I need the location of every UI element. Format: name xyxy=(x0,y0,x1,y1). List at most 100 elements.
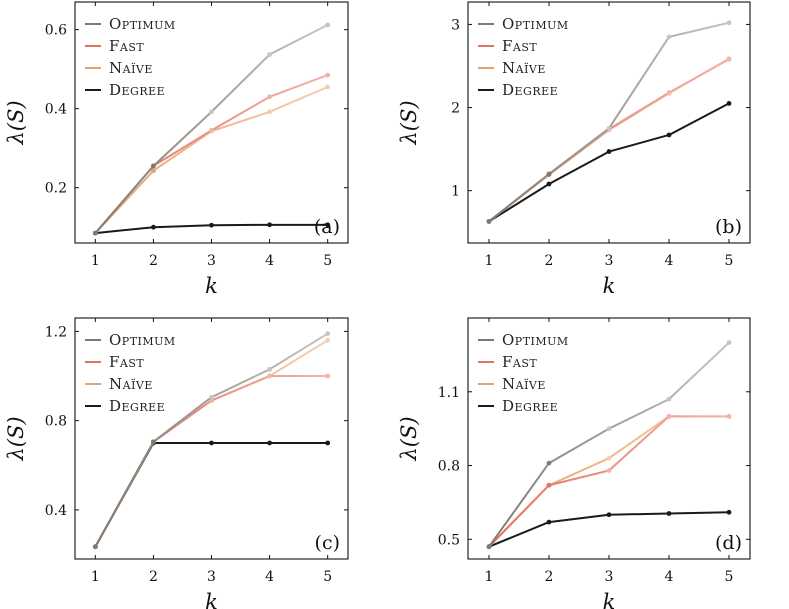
data-point-optimum-1 xyxy=(486,544,492,550)
data-point-fast-5 xyxy=(726,413,732,419)
data-point-nave-4 xyxy=(267,109,272,115)
data-point-fast-3 xyxy=(209,128,214,133)
data-point-degree-2 xyxy=(546,181,552,187)
series-line-nave xyxy=(94,86,329,234)
data-point-optimum-3 xyxy=(606,125,612,131)
series-line-fast xyxy=(488,415,729,548)
y-tick-label: 0.4 xyxy=(45,503,67,519)
data-point-optimum-5 xyxy=(325,331,331,337)
data-point-nave-5 xyxy=(325,337,331,343)
panel-label: (a) xyxy=(314,216,340,238)
data-point-optimum-5 xyxy=(325,22,331,28)
legend-label-fast: Fast xyxy=(502,353,537,371)
data-point-optimum-4 xyxy=(666,34,672,40)
x-tick-label: 4 xyxy=(665,569,674,585)
data-point-degree-5 xyxy=(726,100,732,106)
data-point-degree-5 xyxy=(325,440,331,446)
x-axis-label: k xyxy=(603,590,616,609)
data-point-optimum-2 xyxy=(546,171,552,177)
data-point-degree-2 xyxy=(151,224,156,230)
legend-label-optimum: Optimum xyxy=(502,331,569,349)
series-line-nave xyxy=(488,415,729,548)
legend-label-degree: Degree xyxy=(502,397,558,415)
chart-panel-2: 1 2 3 4 5 1 2 3 k λ(S) Optimum Fast Naïve Degree (b) xyxy=(397,1,751,298)
data-point-optimum-3 xyxy=(209,109,214,115)
data-point-degree-3 xyxy=(209,222,214,228)
data-point-nave-2 xyxy=(151,168,156,174)
data-point-optimum-1 xyxy=(92,544,98,550)
legend-label-fast: Fast xyxy=(502,37,537,55)
y-tick-label: 1.1 xyxy=(438,385,460,401)
x-tick-label: 1 xyxy=(485,569,494,585)
legend-label-fast: Fast xyxy=(109,353,144,371)
data-point-fast-5 xyxy=(726,56,732,62)
data-point-degree-5 xyxy=(325,222,331,228)
data-point-optimum-1 xyxy=(486,218,492,224)
data-point-fast-4 xyxy=(666,90,672,95)
data-point-optimum-4 xyxy=(666,396,672,402)
x-tick-label: 1 xyxy=(485,253,494,269)
legend-label-degree: Degree xyxy=(502,81,558,99)
panel-label: (c) xyxy=(315,532,340,554)
y-tick-label: 3 xyxy=(451,17,460,33)
x-axis-label: k xyxy=(205,590,218,609)
data-point-degree-4 xyxy=(666,132,672,138)
data-point-nave-5 xyxy=(325,84,331,90)
data-point-fast-3 xyxy=(606,468,612,473)
y-tick-label: 0.4 xyxy=(45,102,67,118)
y-tick-label: 0.5 xyxy=(438,532,460,548)
data-point-optimum-4 xyxy=(267,52,272,57)
chart-panel-4: 1 2 3 4 5 0.5 0.8 1.1 k λ(S) Optimum Fast Naïve Degre… xyxy=(397,317,751,609)
x-tick-label: 4 xyxy=(265,253,274,269)
data-point-degree-4 xyxy=(666,511,672,516)
data-point-optimum-4 xyxy=(267,366,272,372)
data-point-degree-2 xyxy=(546,519,552,525)
x-tick-label: 3 xyxy=(207,253,216,269)
y-tick-label: 2 xyxy=(451,101,460,117)
data-point-degree-4 xyxy=(267,440,272,446)
y-tick-label: 0.8 xyxy=(45,414,67,430)
x-tick-label: 1 xyxy=(91,253,100,269)
data-point-optimum-2 xyxy=(151,163,156,169)
series-line-degree xyxy=(488,511,730,548)
x-tick-label: 3 xyxy=(605,253,614,269)
data-point-optimum-2 xyxy=(151,439,156,445)
y-axis-label: λ(S) xyxy=(397,100,421,145)
x-axis-label: k xyxy=(205,274,218,298)
chart-panel-1: 1 2 3 4 5 0.2 0.4 0.6 k λ(S) Optimum Fast Naïve Degre… xyxy=(4,1,349,298)
y-tick-label: 1.2 xyxy=(45,324,67,340)
legend-label-degree: Degree xyxy=(109,397,165,415)
legend-label-nave: Naïve xyxy=(502,59,546,77)
y-tick-label: 1 xyxy=(451,184,460,200)
data-point-degree-5 xyxy=(726,509,732,515)
chart-panel-3: 1 2 3 4 5 0.4 0.8 1.2 k λ(S) Optimum Fast Naïve Degre… xyxy=(4,317,349,609)
x-tick-label: 1 xyxy=(91,569,100,585)
legend-label-optimum: Optimum xyxy=(109,331,176,349)
legend-label-nave: Naïve xyxy=(502,375,546,393)
data-point-degree-4 xyxy=(267,222,272,228)
legend-label-optimum: Optimum xyxy=(502,15,569,33)
legend-label-nave: Naïve xyxy=(109,59,153,77)
x-tick-label: 2 xyxy=(545,253,554,269)
data-point-optimum-5 xyxy=(726,20,732,26)
legend-label-fast: Fast xyxy=(109,37,144,55)
data-point-fast-4 xyxy=(267,373,272,379)
data-point-optimum-1 xyxy=(92,230,98,236)
x-tick-label: 2 xyxy=(545,569,554,585)
y-axis-label: λ(S) xyxy=(397,416,421,461)
data-point-optimum-2 xyxy=(546,460,552,466)
y-tick-label: 0.6 xyxy=(45,23,67,39)
x-tick-label: 5 xyxy=(725,569,734,585)
data-point-optimum-3 xyxy=(209,394,214,400)
x-tick-label: 3 xyxy=(207,569,216,585)
series-line-degree xyxy=(94,441,328,548)
x-tick-label: 5 xyxy=(323,253,332,269)
x-axis-label: k xyxy=(603,274,616,298)
data-point-nave-3 xyxy=(606,455,612,461)
data-point-optimum-3 xyxy=(606,426,612,432)
data-point-degree-3 xyxy=(209,440,214,446)
data-point-fast-2 xyxy=(546,482,552,488)
legend-label-nave: Naïve xyxy=(109,375,153,393)
legend-label-degree: Degree xyxy=(109,81,165,99)
